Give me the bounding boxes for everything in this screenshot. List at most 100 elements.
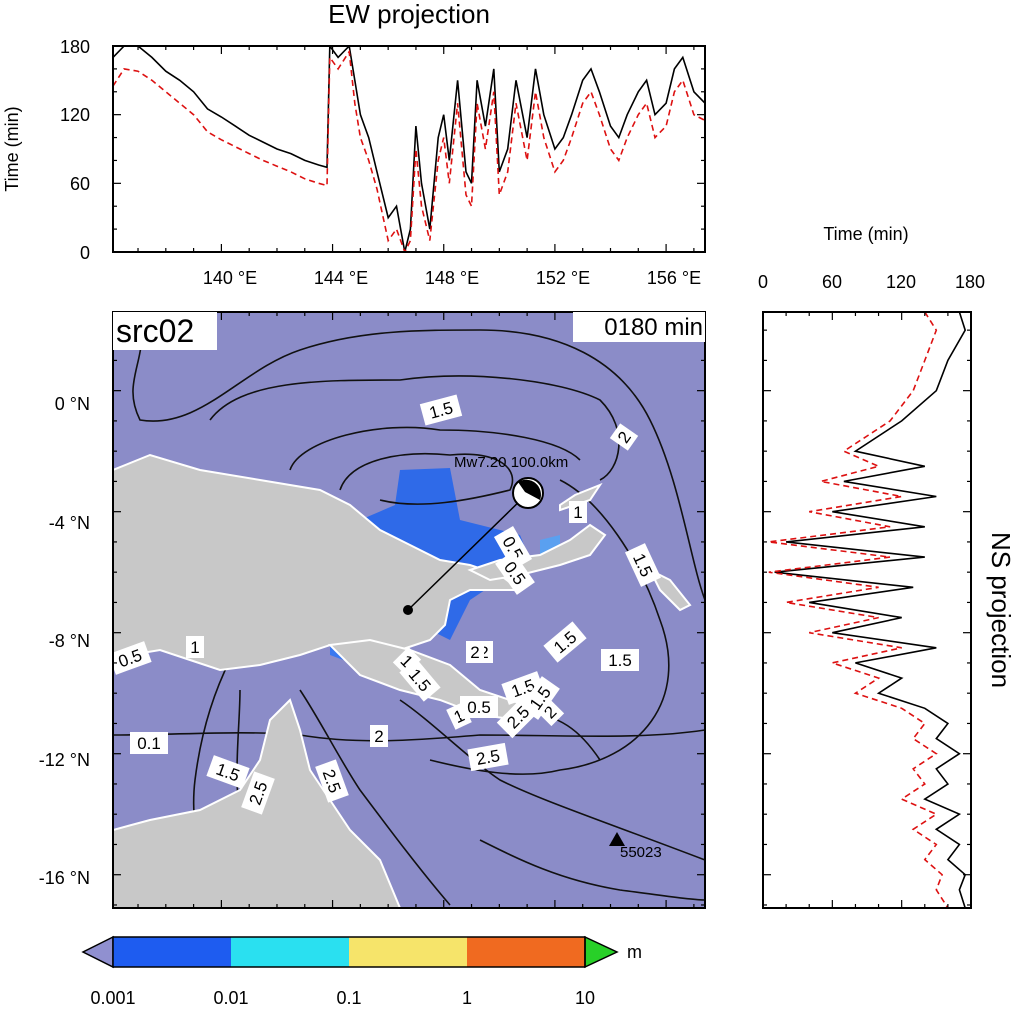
- contour-label-text: 2: [470, 643, 479, 662]
- ew-series-group: [113, 46, 705, 252]
- colorbar: m 0.001 0.01 0.1 1 10: [81, 935, 642, 1008]
- contour-label-box: [467, 742, 509, 772]
- colorbar-seg-3: [349, 937, 467, 967]
- ns-frame: [762, 311, 972, 909]
- contour-label-box: [419, 394, 463, 426]
- lat-tick-4: -4 °N: [49, 513, 90, 533]
- contour-label-box: [392, 646, 422, 676]
- contour-label-box: [625, 543, 661, 587]
- ns-series-2: [768, 312, 949, 908]
- ns-title: NS projection: [986, 532, 1016, 688]
- land-bougainville: [647, 567, 692, 612]
- contour-label-box: [496, 695, 540, 739]
- contour-label-box: [609, 423, 639, 451]
- contour-label-box: [569, 501, 587, 523]
- contour-label-box: [186, 636, 204, 658]
- ns-series-1: [774, 312, 967, 908]
- contour-label-text: 2.5: [475, 746, 502, 769]
- time-label: 0180 min: [604, 314, 703, 341]
- ns-xtick-60: 60: [822, 272, 842, 292]
- colorbar-unit: m: [627, 942, 642, 962]
- src-label-box: [113, 312, 217, 350]
- map-frame: [112, 311, 706, 909]
- contour-label-text: 0.5: [467, 698, 491, 717]
- colorbar-high-arrow: [584, 935, 619, 969]
- colorbar-seg-2: [231, 937, 349, 967]
- ew-ytick-0: 0: [80, 243, 90, 263]
- wave-patch-north: [360, 468, 530, 640]
- ns-ticks: [762, 312, 972, 908]
- ns-series-group: [768, 312, 967, 908]
- contour-label-text: 1: [573, 503, 582, 522]
- contour-label: 2.5: [467, 742, 509, 772]
- contour-label: 2: [466, 641, 484, 663]
- ew-xtick-156: 156 °E: [647, 268, 701, 288]
- contour-label: 2: [609, 423, 639, 451]
- contour-label-box: [495, 551, 535, 595]
- ew-projection-panel: EW projection Time (min) 0 60 120 180 14…: [2, 0, 706, 288]
- colorbar-frame: [112, 936, 586, 968]
- map-ticks: [113, 312, 705, 908]
- contour-label-text: 0.1: [137, 734, 161, 753]
- colorbar-tick-4: 1: [462, 988, 472, 1008]
- focal-mechanism-fill: [518, 479, 541, 500]
- lat-tick-8: -8 °N: [49, 631, 90, 651]
- ew-frame: [112, 45, 706, 253]
- ew-ytick-180: 180: [60, 37, 90, 57]
- contour-label: 1.5: [419, 394, 463, 426]
- src-label: src02: [116, 313, 194, 349]
- ns-xtick-180: 180: [955, 272, 985, 292]
- land-new-guinea: [113, 453, 523, 672]
- contour-label-box: [399, 658, 441, 702]
- contour-label-box: [370, 725, 388, 747]
- ns-xtick-120: 120: [886, 272, 916, 292]
- contour-labels: 1.520.511.51.50.5120.11.51.52.521122.50.…: [113, 394, 661, 815]
- contour-label-box: [543, 621, 587, 663]
- ew-ytick-120: 120: [60, 105, 90, 125]
- time-label-box: [573, 312, 705, 342]
- contour-label-box: [241, 771, 275, 815]
- ew-ytick-60: 60: [70, 174, 90, 194]
- colorbar-tick-3: 0.1: [336, 988, 361, 1008]
- colorbar-low-arrow: [81, 935, 114, 969]
- ew-series-1: [113, 46, 705, 252]
- lat-tick-0: 0 °N: [55, 394, 90, 414]
- contour-label: 1: [186, 636, 204, 658]
- contour-label-box: [130, 732, 168, 754]
- ew-xtick-144: 144 °E: [314, 268, 368, 288]
- ew-series-2: [113, 49, 705, 252]
- contour-label-box: [315, 759, 349, 803]
- ew-ticks: [113, 45, 705, 253]
- contour-label: 1: [569, 501, 587, 523]
- colorbar-seg-4: [467, 937, 585, 967]
- ew-xtick-140: 140 °E: [203, 268, 257, 288]
- contour-label: 0.5: [460, 696, 498, 718]
- colorbar-seg-1: [113, 937, 231, 967]
- contour-label-text: 1: [190, 638, 199, 657]
- contour-label-box: [206, 755, 250, 789]
- fault-line: [407, 492, 529, 611]
- colorbar-tick-2: 0.01: [213, 988, 248, 1008]
- contour-label: 1.5: [501, 671, 545, 705]
- ew-title: EW projection: [328, 0, 490, 29]
- ew-ylabel: Time (min): [2, 106, 22, 191]
- ns-xlabel: Time (min): [823, 224, 908, 244]
- ns-projection-panel: Time (min) 0 60 120 180 NS projection: [758, 224, 1016, 909]
- contour-label: 1.5: [601, 649, 639, 671]
- contour-label-box: [113, 641, 152, 675]
- colorbar-tick-5: 10: [575, 988, 595, 1008]
- epicenter-marker: [403, 605, 413, 615]
- station-marker: [609, 832, 625, 846]
- map-body: Mw7.20 100.0km 55023 1.520.511.51.50.512…: [113, 312, 705, 908]
- station-label: 55023: [620, 844, 662, 861]
- contour-label-text: 2: [374, 727, 383, 746]
- lat-tick-16: -16 °N: [39, 868, 90, 888]
- colorbar-tick-1: 0.001: [90, 988, 135, 1008]
- contour-lines: [113, 312, 705, 906]
- contour-label: 2: [370, 725, 388, 747]
- contour-label-box: [466, 641, 484, 663]
- lat-tick-12: -12 °N: [39, 750, 90, 770]
- map-panel: Mw7.20 100.0km 55023 1.520.511.51.50.512…: [39, 311, 706, 909]
- event-label: Mw7.20 100.0km: [454, 454, 568, 471]
